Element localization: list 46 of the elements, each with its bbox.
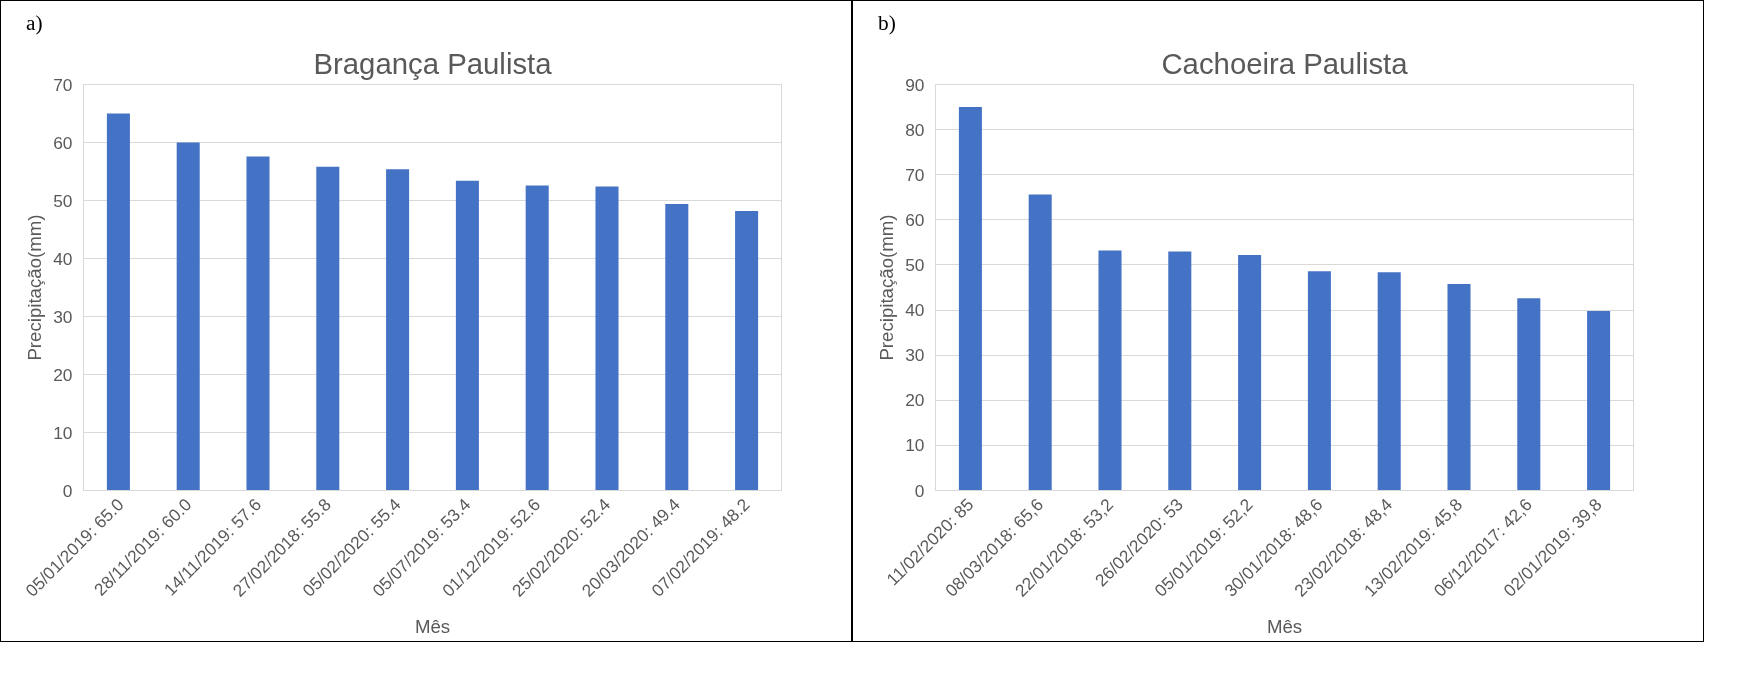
bar [1447,283,1471,491]
y-tick-label: 30 [53,306,73,327]
y-tick-label: 20 [53,364,73,385]
y-tick-label: 50 [905,254,925,275]
y-tick-label: 70 [53,74,73,95]
y-tick-label: 40 [53,248,73,269]
bar [525,185,549,491]
bar [246,156,270,491]
y-tick-label: 0 [62,480,73,501]
bar [1587,310,1611,491]
y-tick-label: 10 [53,422,73,443]
bar [1517,298,1541,491]
bar [106,113,130,491]
y-tick-label: 20 [905,390,925,411]
bar [958,107,982,491]
bar [176,142,200,491]
bar [1377,272,1401,491]
y-tick-label: 80 [905,119,925,140]
y-tick-label: 30 [905,345,925,366]
y-tick-label: 70 [905,164,925,185]
bar [316,166,340,491]
y-tick-label: 90 [905,74,925,95]
chart-title: Cachoeira Paulista [1161,46,1409,80]
y-tick-label: 60 [53,132,73,153]
bar [1168,251,1192,491]
y-tick-label: 60 [905,209,925,230]
y-axis-title: Precipitação(mm) [876,214,898,361]
bar [665,203,689,491]
y-tick-label: 10 [905,435,925,456]
bar [1028,194,1052,491]
bar [735,210,759,491]
bar [595,186,619,491]
chart-title: Bragança Paulista [313,46,553,80]
bar [1307,271,1331,491]
y-tick-label: 0 [914,480,925,501]
bar [1238,255,1262,491]
bar [1098,250,1122,491]
x-axis-title: Mês [414,615,451,637]
x-axis-title: Mês [1266,615,1303,637]
y-tick-label: 40 [905,300,925,321]
text: b) [878,10,896,37]
y-tick-label: 50 [53,190,73,211]
y-axis-title: Precipitação(mm) [24,214,46,361]
text: a) [26,10,43,37]
bar [386,169,410,491]
bar [455,180,479,491]
